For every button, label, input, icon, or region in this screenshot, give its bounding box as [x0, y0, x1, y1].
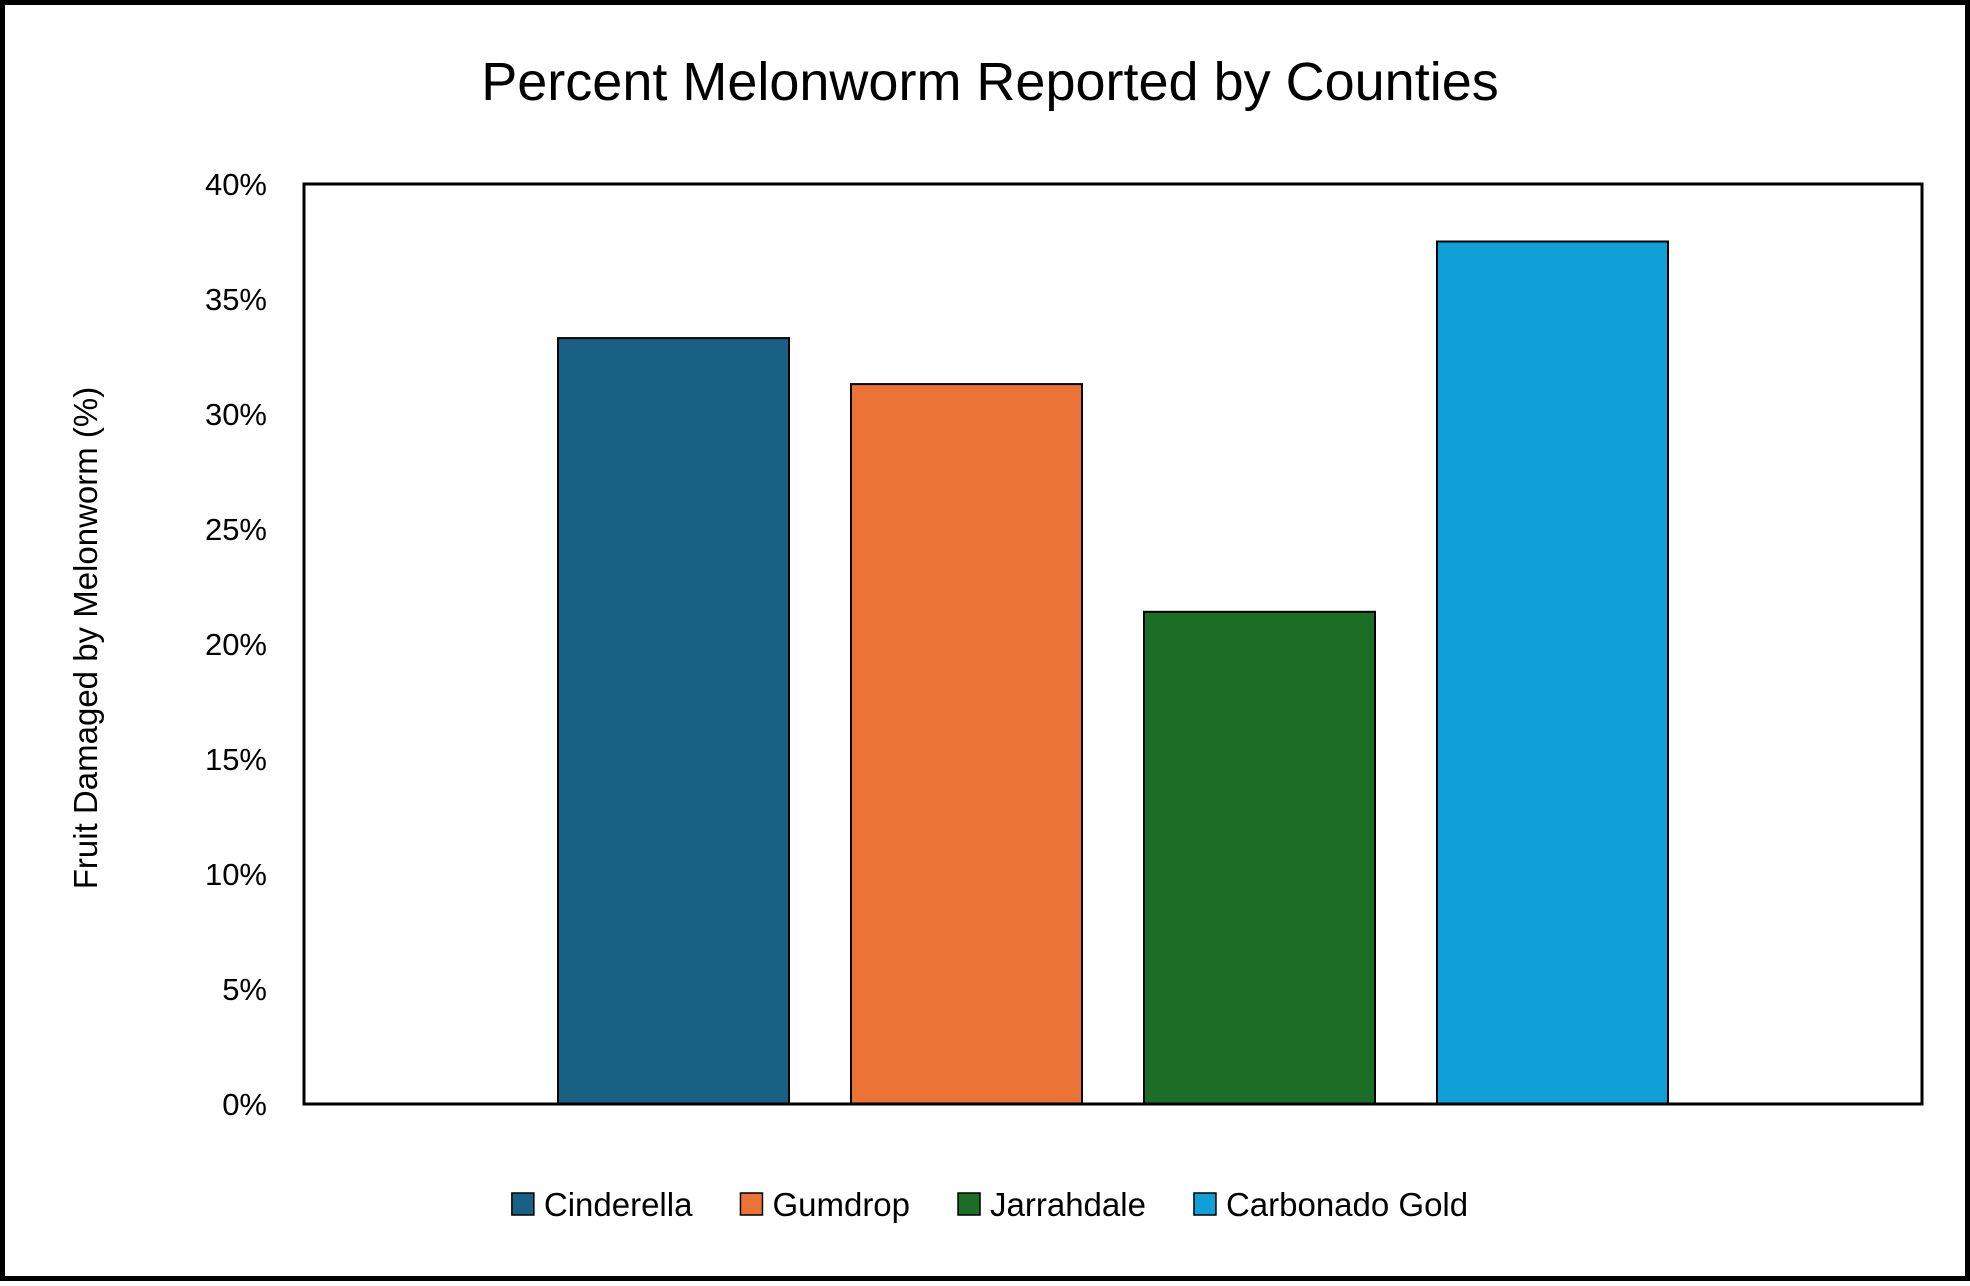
bar-jarrahdale — [1143, 610, 1376, 1105]
plot-area — [302, 182, 1924, 1106]
y-tick-label: 0% — [222, 1087, 267, 1122]
bar-carbonado-gold — [1436, 240, 1669, 1105]
bar-gumdrop — [850, 383, 1083, 1106]
y-axis-label: Fruit Damaged by Melonworm (%) — [67, 387, 104, 889]
legend-label: Jarrahdale — [990, 1186, 1146, 1223]
legend-label: Cinderella — [544, 1186, 693, 1223]
legend-item: Carbonado Gold — [1193, 1186, 1468, 1223]
legend-item: Gumdrop — [739, 1186, 910, 1223]
y-axis-ticks: 0% 5% 10% 15% 20% 25% 30% 35% 40% — [205, 167, 267, 1122]
legend-swatch — [1193, 1192, 1217, 1216]
legend-label: Carbonado Gold — [1226, 1186, 1468, 1223]
y-tick-label: 10% — [205, 857, 267, 892]
y-tick-label: 30% — [205, 397, 267, 432]
y-tick-label: 5% — [222, 972, 267, 1007]
legend-label: Gumdrop — [772, 1186, 910, 1223]
y-tick-label: 15% — [205, 742, 267, 777]
bar-cinderella — [557, 337, 790, 1106]
bars — [557, 240, 1669, 1106]
bar-chart: Percent Melonworm Reported by Counties F… — [67, 52, 1924, 1223]
y-tick-label: 40% — [205, 167, 267, 202]
legend-swatch — [957, 1192, 981, 1216]
legend-item: Cinderella — [511, 1186, 693, 1223]
legend-item: Jarrahdale — [957, 1186, 1146, 1223]
legend-swatch — [511, 1192, 535, 1216]
y-tick-label: 20% — [205, 627, 267, 662]
y-tick-label: 35% — [205, 282, 267, 317]
legend-swatch — [739, 1192, 764, 1216]
chart-title: Percent Melonworm Reported by Counties — [481, 52, 1498, 112]
y-tick-label: 25% — [205, 512, 267, 547]
legend: Cinderella Gumdrop Jarrahdale Carbonado Gol… — [511, 1186, 1468, 1223]
